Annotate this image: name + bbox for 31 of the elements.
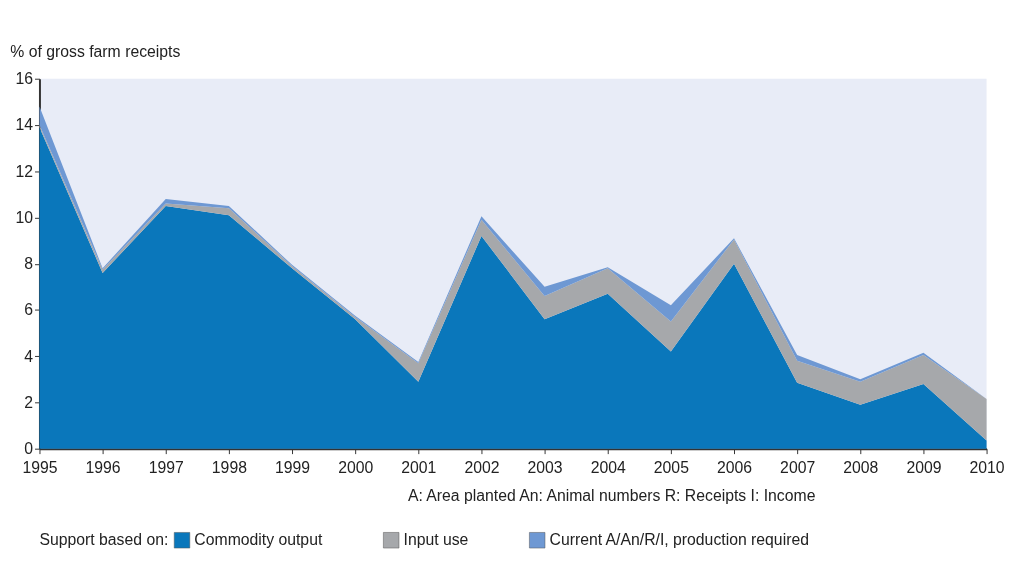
x-tick-label: 2003	[527, 458, 563, 476]
legend-label: Commodity output	[194, 531, 323, 549]
y-tick-label: 4	[24, 347, 34, 365]
legend-label: Current A/An/R/I, production required	[549, 531, 809, 549]
x-tick-label: 1997	[148, 458, 184, 476]
y-tick-label: 16	[15, 70, 34, 88]
x-tick-label: 2006	[716, 458, 753, 476]
x-tick-label: 1998	[211, 458, 248, 476]
x-tick-label: 2004	[590, 458, 626, 476]
x-tick-label: 2005	[653, 458, 690, 476]
y-tick-label: 14	[15, 116, 34, 134]
x-tick-label: 1995	[22, 458, 58, 476]
y-tick-label: 10	[15, 208, 34, 226]
x-tick-label: 2009	[906, 458, 942, 476]
y-tick-label: 2	[24, 393, 34, 411]
x-tick-label: 2001	[401, 458, 437, 476]
text: A: Area planted An: Animal numbers R: Receipts I: Income	[407, 486, 816, 504]
x-tick-label: 2007	[780, 458, 816, 476]
x-tick-label: 2000	[338, 458, 374, 476]
legend-label: Input use	[403, 531, 469, 549]
x-tick-label: 1996	[85, 458, 121, 476]
y-tick-label: 6	[24, 301, 34, 319]
x-tick-label: 1999	[274, 458, 311, 476]
x-tick-label: 2010	[969, 458, 1005, 476]
y-axis-title: % of gross farm receipts	[10, 42, 181, 60]
y-tick-label: 8	[24, 255, 34, 273]
y-tick-label: 0	[24, 440, 34, 458]
x-tick-label: 2008	[843, 458, 879, 476]
legend-title: Support based on:	[39, 531, 169, 549]
y-tick-label: 12	[15, 162, 34, 180]
x-tick-label: 2002	[464, 458, 500, 476]
